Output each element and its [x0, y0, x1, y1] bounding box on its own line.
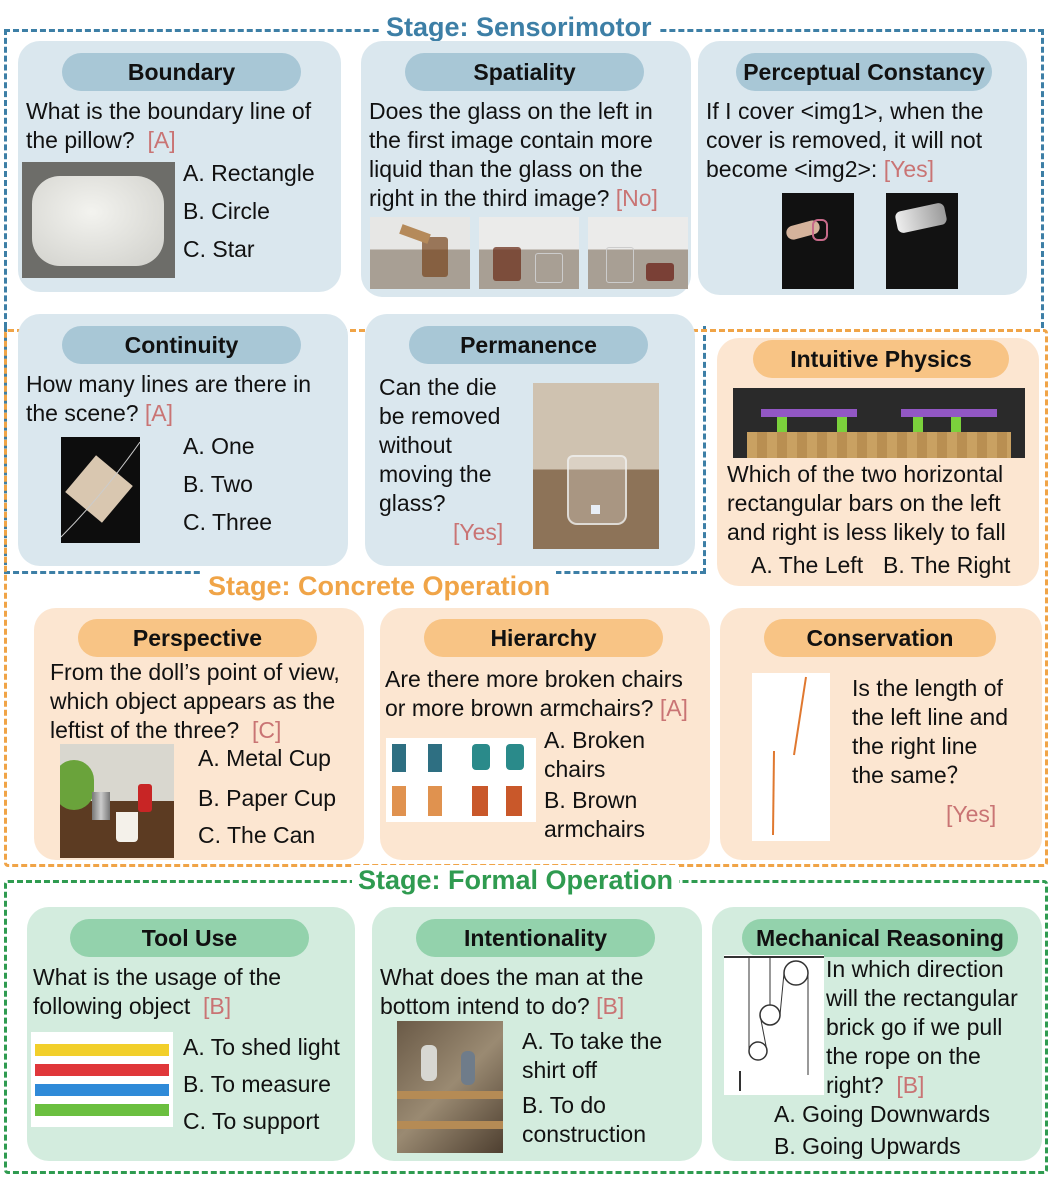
- question-tool-use: What is the usage of the following objec…: [33, 964, 282, 1019]
- card-mechanical-reasoning: Mechanical Reasoning In which direction …: [712, 907, 1042, 1161]
- glass-image-3: [588, 217, 688, 289]
- pill-boundary: Boundary: [62, 53, 301, 91]
- card-perceptual-constancy: Perceptual Constancy If I cover <img1>, …: [698, 41, 1027, 295]
- question-perspective: From the doll’s point of view, which obj…: [50, 659, 340, 743]
- card-boundary: Boundary What is the boundary line of th…: [18, 41, 341, 292]
- option-perspective-c: C. The Can: [198, 822, 316, 848]
- glass-image-1: [370, 217, 470, 289]
- question-intuitive-physics: Which of the two horizontal rectangular …: [727, 461, 1006, 545]
- chairs-image: [386, 738, 536, 822]
- option-continuity-b: B. Two: [183, 471, 253, 497]
- answer-perceptual-constancy: [Yes]: [883, 156, 935, 182]
- option-tool-use-c: C. To support: [183, 1108, 320, 1134]
- option-intentionality-b: B. To do construction: [522, 1092, 647, 1147]
- pill-perspective: Perspective: [78, 619, 317, 657]
- pill-permanence: Permanence: [409, 326, 648, 364]
- pill-perceptual-constancy: Perceptual Constancy: [736, 53, 992, 91]
- pill-mechanical-reasoning: Mechanical Reasoning: [742, 919, 1018, 957]
- answer-spatiality: [No]: [615, 185, 658, 211]
- option-continuity-c: C. Three: [183, 509, 273, 535]
- option-hierarchy-a: A. Broken chairs: [544, 727, 645, 782]
- card-perspective: Perspective From the doll’s point of vie…: [34, 608, 364, 860]
- card-conservation: Conservation Is the length of the left l…: [720, 608, 1042, 860]
- option-hierarchy-b: B. Brown armchairs: [544, 787, 645, 842]
- question-boundary: What is the boundary line of the pillow?…: [26, 98, 312, 153]
- question-perceptual-constancy: If I cover <img1>, when the cover is rem…: [706, 98, 984, 182]
- answer-intentionality: [B]: [596, 993, 625, 1019]
- stage-formal-title: Stage: Formal Operation: [352, 865, 680, 896]
- card-intentionality: Intentionality What does the man at the …: [372, 907, 702, 1161]
- option-boundary-c: C. Star: [183, 236, 255, 262]
- card-permanence: Permanence Can the die be removed withou…: [365, 314, 695, 566]
- card-spatiality: Spatiality Does the glass on the left in…: [361, 41, 691, 297]
- pill-conservation: Conservation: [764, 619, 996, 657]
- question-permanence: Can the die be removed without moving th…: [379, 374, 501, 516]
- option-boundary-a: A. Rectangle: [183, 160, 315, 186]
- answer-hierarchy: [A]: [659, 695, 688, 721]
- card-continuity: Continuity How many lines are there in t…: [18, 314, 348, 566]
- two-lines-image: [752, 673, 830, 841]
- pill-continuity: Continuity: [62, 326, 301, 364]
- paperclip-image: [782, 193, 854, 289]
- option-mechanical-reasoning-a: A. Going Downwards: [774, 1101, 991, 1127]
- question-hierarchy: Are there more broken chairs or more bro…: [385, 666, 688, 721]
- card-hierarchy: Hierarchy Are there more broken chairs o…: [380, 608, 710, 860]
- doll-scene-image: [60, 744, 174, 858]
- answer-mechanical-reasoning: [B]: [896, 1072, 925, 1098]
- answer-continuity: [A]: [144, 400, 174, 426]
- option-boundary-b: B. Circle: [183, 198, 270, 224]
- pill-tool-use: Tool Use: [70, 919, 309, 957]
- stage-concrete-title: Stage: Concrete Operation: [202, 571, 557, 602]
- pillow-image: [22, 162, 175, 278]
- question-conservation: Is the length of the left line and the r…: [852, 675, 1009, 788]
- option-continuity-a: A. One: [183, 433, 255, 459]
- answer-tool-use: [B]: [203, 993, 232, 1019]
- answer-perspective: [C]: [252, 717, 282, 743]
- option-mechanical-reasoning-b: B. Going Upwards: [774, 1133, 961, 1159]
- card-tool-use: Tool Use What is the usage of the follow…: [27, 907, 355, 1161]
- pulley-diagram: [724, 955, 824, 1095]
- pill-intentionality: Intentionality: [416, 919, 655, 957]
- option-intentionality-a: A. To take the shirt off: [522, 1028, 663, 1083]
- question-spatiality: Does the glass on the left in the first …: [369, 98, 658, 211]
- pill-intuitive-physics: Intuitive Physics: [753, 340, 1009, 378]
- pill-hierarchy: Hierarchy: [424, 619, 663, 657]
- answer-conservation: [Yes]: [946, 801, 997, 827]
- question-continuity: How many lines are there in the scene? […: [26, 371, 312, 426]
- glass-die-image: [533, 383, 659, 549]
- lines-scene-image: [61, 437, 140, 543]
- answer-permanence: [Yes]: [453, 519, 504, 545]
- option-intuitive-physics-a: A. The Left: [751, 552, 864, 578]
- card-intuitive-physics: Intuitive Physics Which of the two horiz…: [717, 338, 1039, 586]
- question-mechanical-reasoning: In which direction will the rectangular …: [826, 956, 1018, 1098]
- glass-image-2: [479, 217, 579, 289]
- stage-sensorimotor-title: Stage: Sensorimotor: [380, 12, 658, 43]
- pill-spatiality: Spatiality: [405, 53, 644, 91]
- physics-scene-image: [733, 388, 1025, 458]
- question-intentionality: What does the man at the bottom intend t…: [380, 964, 644, 1019]
- bottle-image: [886, 193, 958, 289]
- construction-image: [397, 1021, 503, 1153]
- answer-boundary: [A]: [147, 127, 176, 153]
- option-tool-use-a: A. To shed light: [183, 1034, 340, 1060]
- option-perspective-a: A. Metal Cup: [198, 745, 331, 771]
- rulers-image: [31, 1032, 173, 1127]
- option-tool-use-b: B. To measure: [183, 1071, 331, 1097]
- option-intuitive-physics-b: B. The Right: [883, 552, 1011, 578]
- option-perspective-b: B. Paper Cup: [198, 785, 337, 811]
